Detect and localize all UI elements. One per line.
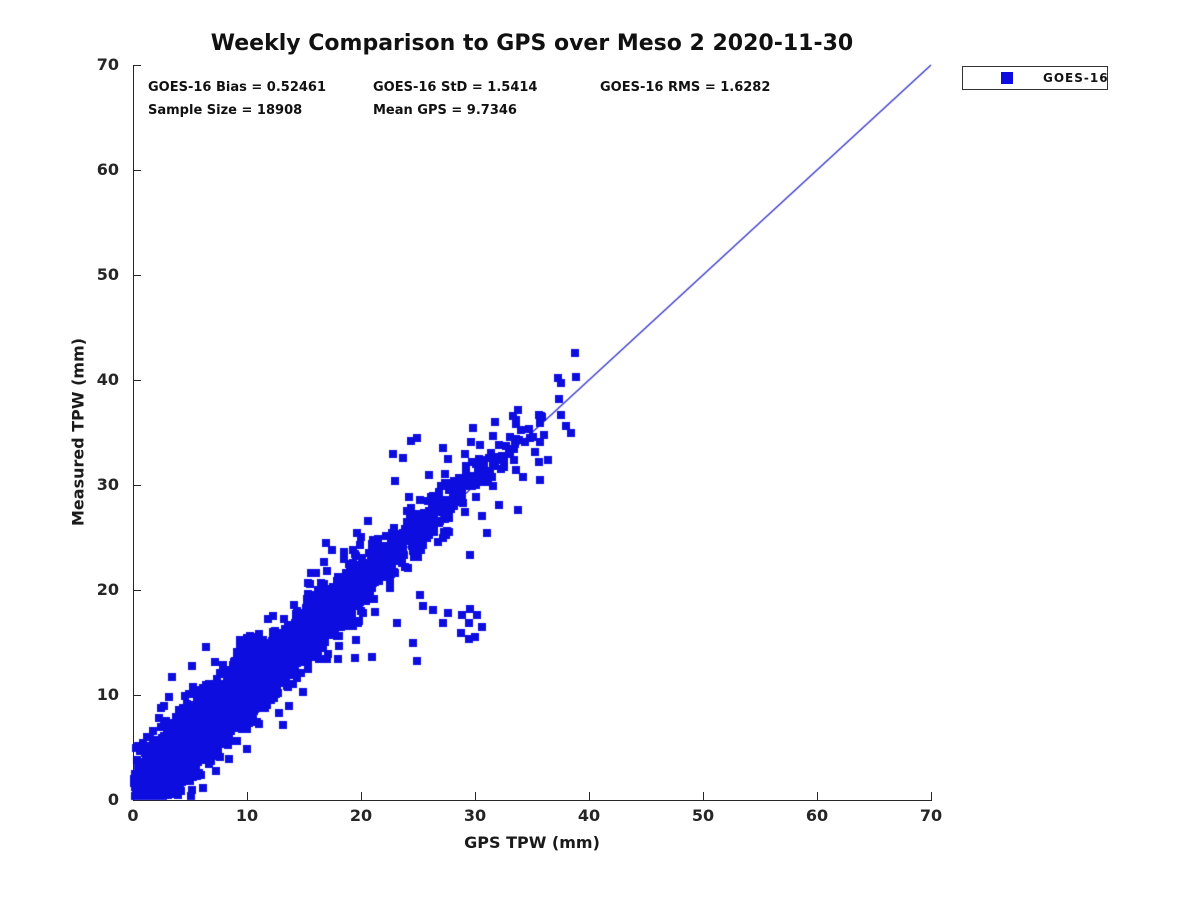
stat-rms: GOES-16 RMS = 1.6282 [600,80,771,95]
legend: GOES-16 [962,66,1108,90]
chart-title: Weekly Comparison to GPS over Meso 2 202… [210,31,854,56]
stat-bias: GOES-16 Bias = 0.52461 [148,80,327,95]
legend-marker-square-icon [1001,72,1013,84]
legend-label: GOES-16 [1043,71,1109,85]
y-axis-label: Measured TPW (mm) [68,337,88,527]
stat-mean-gps: Mean GPS = 9.7346 [373,103,517,118]
stat-sample-size: Sample Size = 18908 [148,103,303,118]
stat-std: GOES-16 StD = 1.5414 [373,80,538,95]
x-axis-label: GPS TPW (mm) [464,833,600,852]
